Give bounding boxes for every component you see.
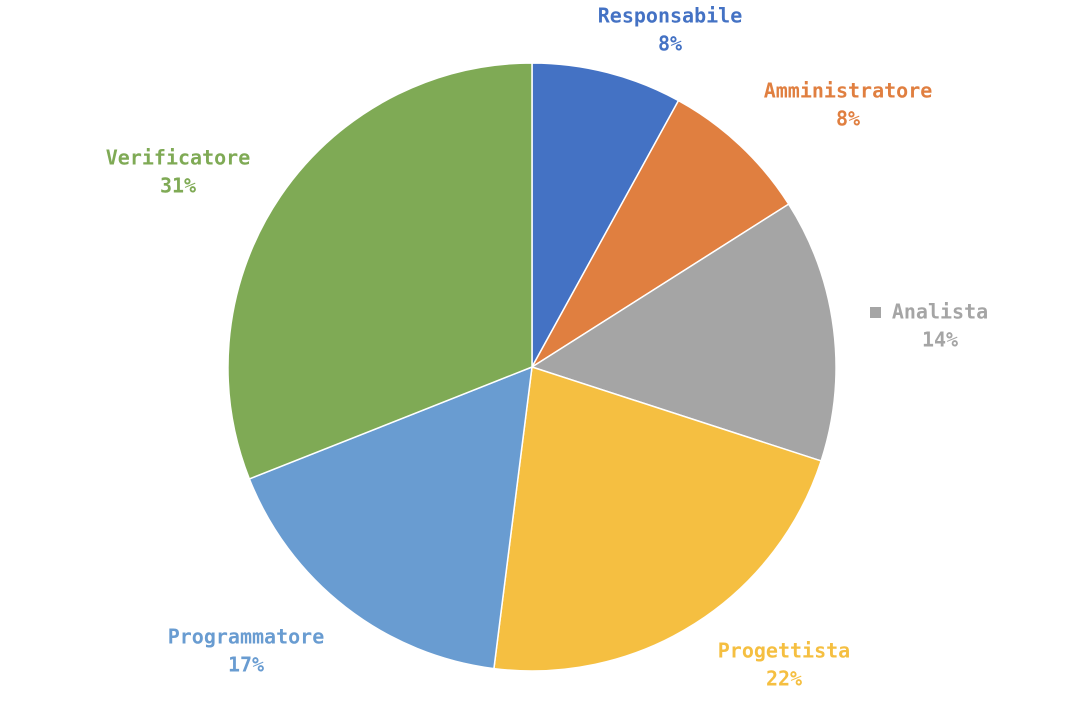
pie-slice-analista: [530, 203, 837, 462]
value-label-responsabile: 8%: [658, 32, 682, 56]
value-label-verificatore: 31%: [160, 174, 196, 198]
value-label-progettista: 22%: [766, 667, 802, 691]
category-label-responsabile: Responsabile: [598, 4, 743, 28]
value-label-programmatore: 17%: [228, 653, 264, 677]
category-label-verificatore: Verificatore: [106, 146, 251, 170]
pie-slice-amministratore: [531, 99, 790, 368]
value-label-amministratore: 8%: [836, 107, 860, 131]
pie-slice-programmatore: [248, 365, 533, 670]
category-label-programmatore: Programmatore: [168, 625, 325, 649]
pie-slice-verificatore: [227, 62, 533, 480]
legend-marker-analista: [870, 307, 881, 318]
category-label-progettista: Progettista: [718, 639, 850, 663]
pie-slice-progettista: [493, 366, 823, 672]
category-label-analista: Analista: [892, 300, 988, 324]
pie-slices: [227, 62, 837, 672]
category-label-amministratore: Amministratore: [764, 79, 933, 103]
value-label-analista: 14%: [922, 328, 958, 352]
pie-labels: Responsabile 8% Amministratore 8% Analista 14…: [106, 4, 988, 691]
pie-slice-responsabile: [531, 62, 680, 368]
